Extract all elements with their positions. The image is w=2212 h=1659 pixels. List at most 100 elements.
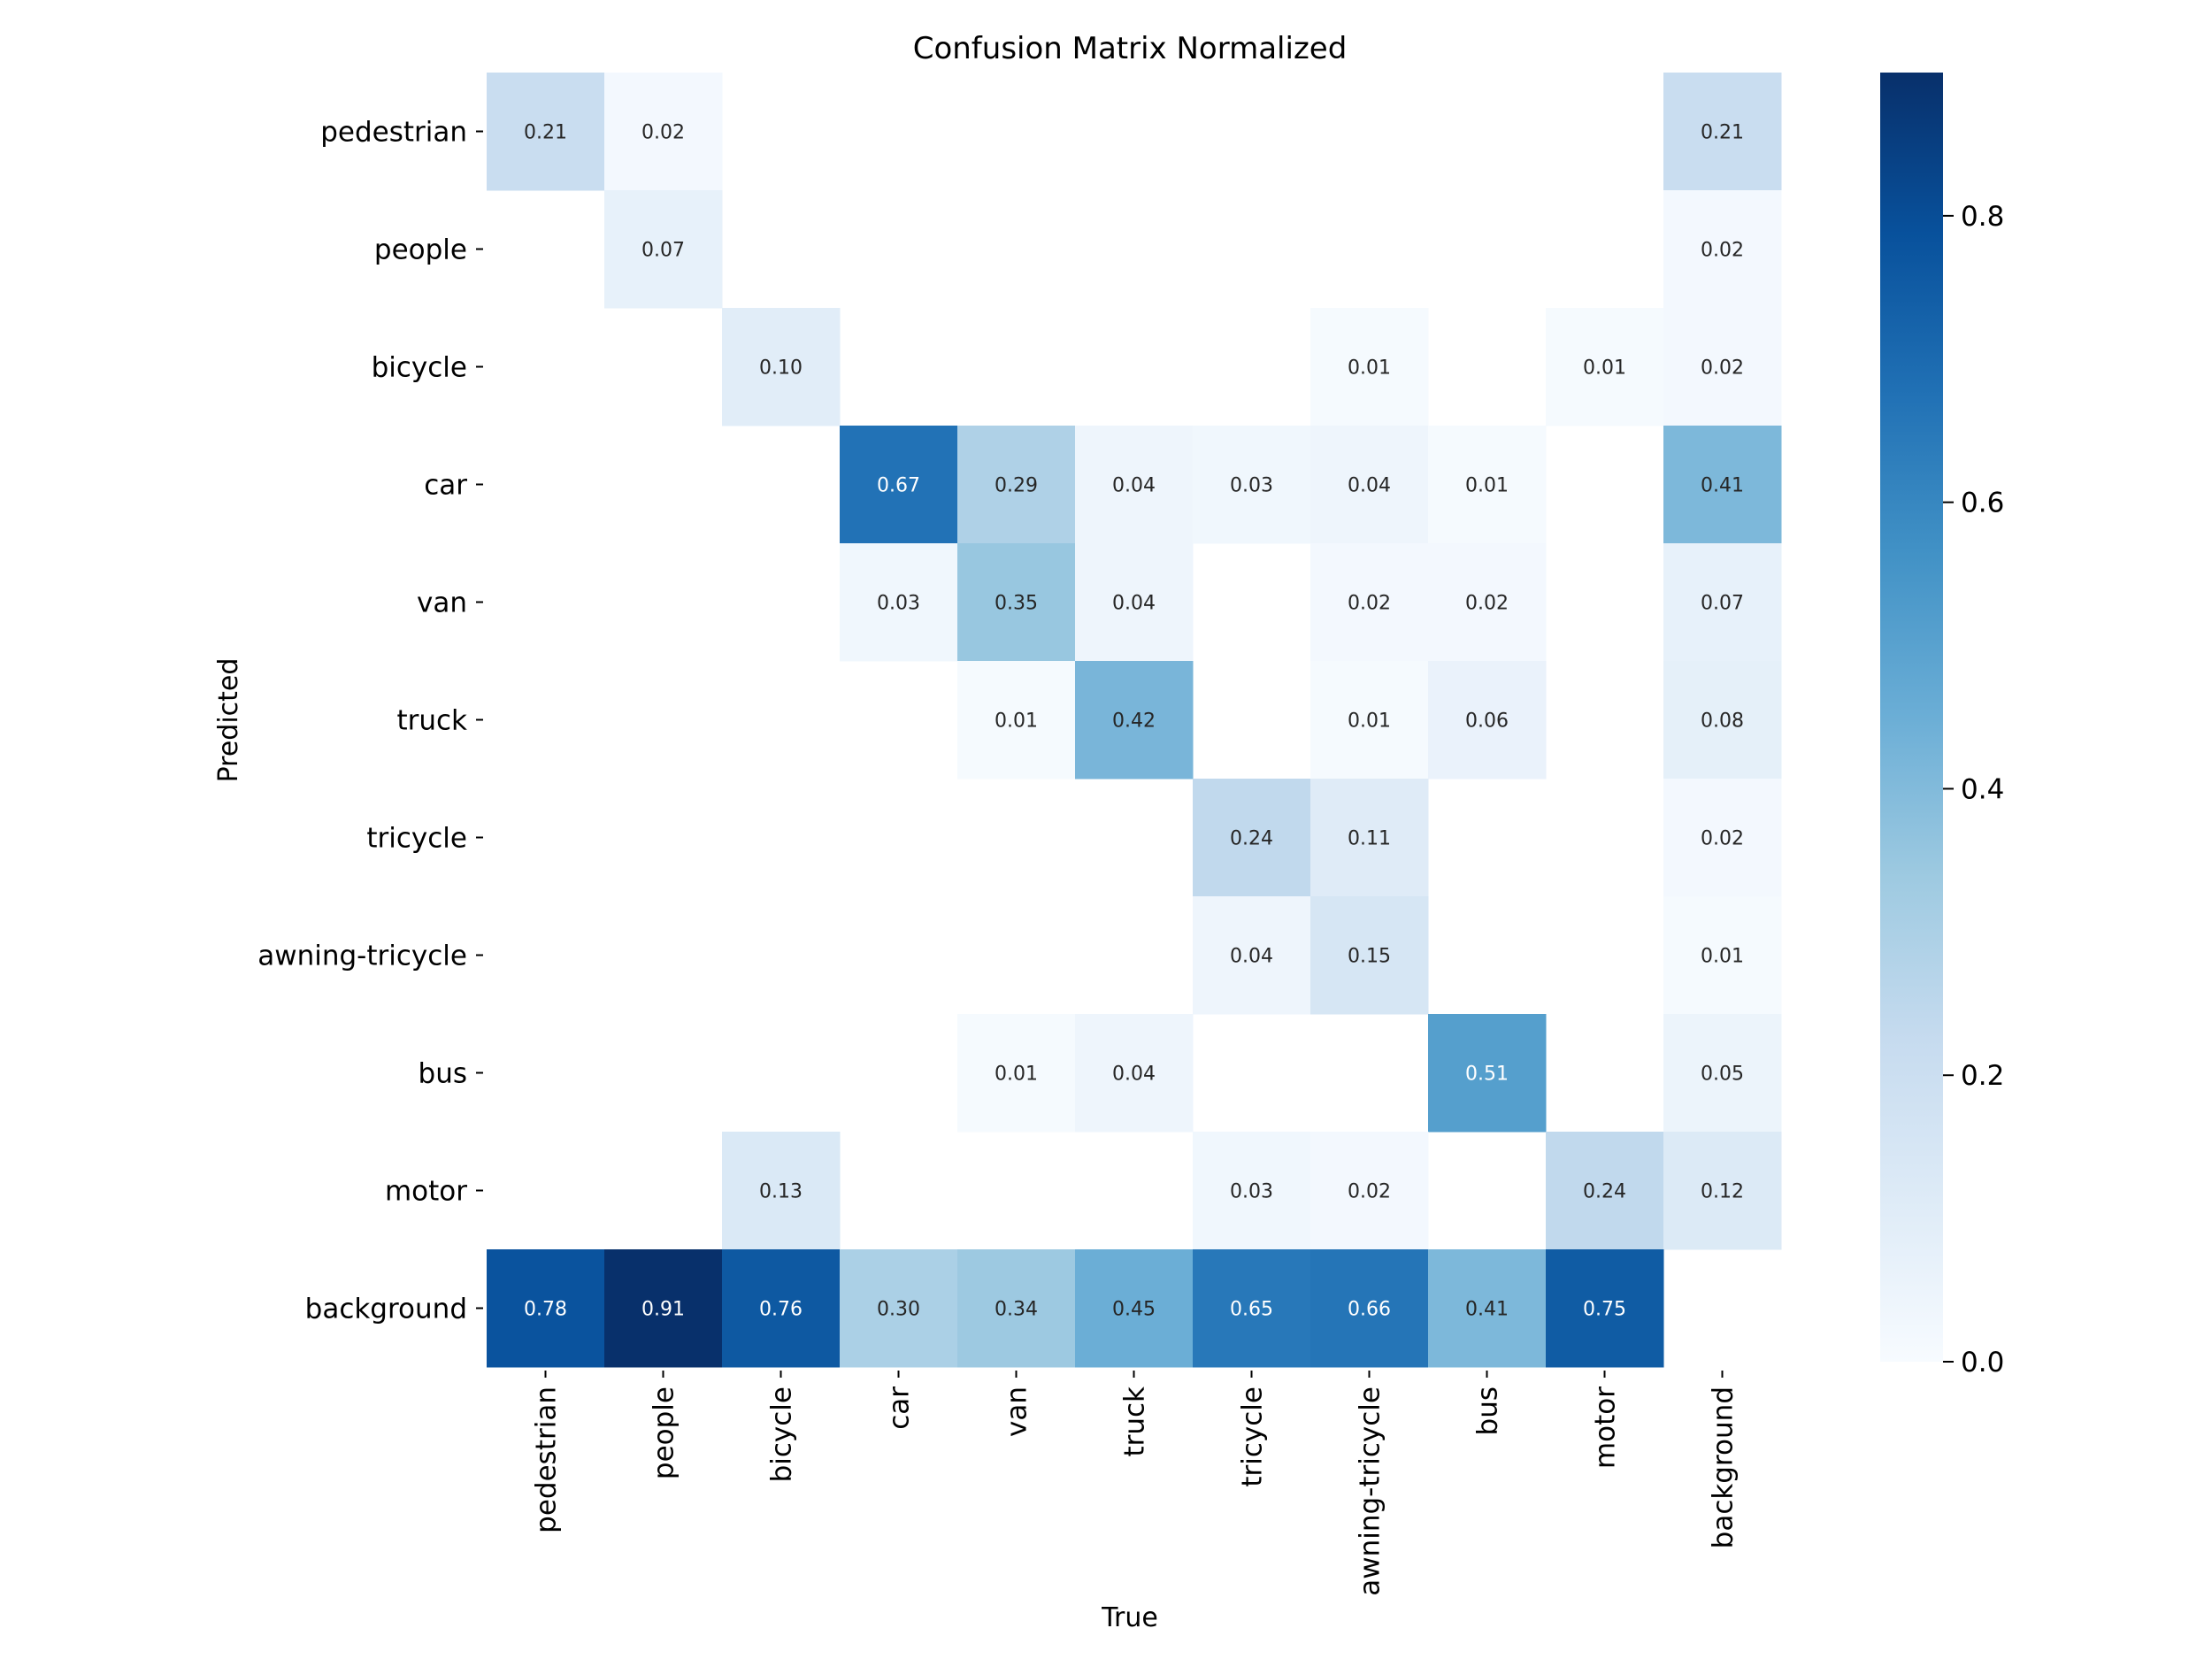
- cell-value-label: 0.29: [995, 475, 1038, 497]
- heatmap-cell: [1193, 896, 1311, 1015]
- cell-value-label: 0.45: [1112, 1299, 1156, 1321]
- cell-value-label: 0.15: [1348, 946, 1391, 968]
- cell-value-labels: 0.21 0.02 0.21 0.07 0.02 0.10 0.01 0.01 0.02 0.67…: [524, 122, 1744, 1321]
- cell-value-label: 0.04: [1112, 475, 1156, 497]
- cell-value-label: 0.02: [1701, 240, 1744, 262]
- x-tick-label: car: [884, 1386, 916, 1430]
- heatmap-cell: [1428, 543, 1547, 662]
- heatmap-cell: [1546, 1249, 1664, 1368]
- heatmap-cell: [1428, 1249, 1547, 1368]
- cell-value-label: 0.01: [995, 710, 1038, 733]
- heatmap-cell: [1428, 661, 1547, 780]
- y-tick-label: motor: [385, 1176, 467, 1208]
- heatmap-cell: [1075, 426, 1194, 544]
- heatmap-cell: [1075, 1014, 1194, 1133]
- heatmap-cell: [840, 543, 958, 662]
- heatmap-cell: [1310, 1249, 1429, 1368]
- cell-value-label: 0.03: [877, 593, 920, 615]
- heatmap-cell: [604, 1249, 723, 1368]
- heatmap-cell: [1075, 1249, 1194, 1368]
- y-tick-label: truck: [396, 705, 467, 737]
- x-tick-label: bicycle: [766, 1386, 798, 1482]
- heatmap-cell: [1310, 426, 1429, 544]
- colorbar-tick-label: 0.4: [1961, 773, 2004, 805]
- heatmap-cell: [1310, 543, 1429, 662]
- heatmap-cell: [957, 661, 1076, 780]
- x-tick-label: van: [1002, 1386, 1033, 1437]
- heatmap-cell: [1663, 73, 1782, 191]
- heatmap-cell: [1075, 543, 1194, 662]
- y-tick-label: bicycle: [372, 352, 467, 384]
- x-tick-label: awning-tricycle: [1355, 1386, 1386, 1596]
- cell-value-label: 0.21: [524, 122, 567, 144]
- cell-value-label: 0.02: [1701, 357, 1744, 380]
- x-tick-label: motor: [1590, 1386, 1622, 1469]
- cell-value-label: 0.04: [1112, 1064, 1156, 1086]
- cell-value-label: 0.02: [641, 122, 685, 144]
- heatmap-cell: [1193, 779, 1311, 897]
- colorbar-tick-label: 0.8: [1961, 201, 2004, 233]
- heatmap-cell: [1310, 661, 1429, 780]
- heatmap-cell: [1663, 426, 1782, 544]
- heatmap-cell: [1663, 190, 1782, 309]
- heatmap-cell: [722, 308, 841, 426]
- cell-value-label: 0.42: [1112, 710, 1156, 733]
- heatmap-cell: [1663, 543, 1782, 662]
- chart-title: Confusion Matrix Normalized: [913, 31, 1348, 66]
- heatmap-cell: [957, 1249, 1076, 1368]
- cell-value-label: 0.75: [1583, 1299, 1626, 1321]
- heatmap-cell: [1546, 308, 1664, 426]
- cell-value-label: 0.35: [995, 593, 1038, 615]
- cell-value-label: 0.24: [1230, 828, 1273, 850]
- cell-value-label: 0.04: [1112, 593, 1156, 615]
- heatmap-cell: [957, 1014, 1076, 1133]
- heatmap-cell: [840, 1249, 958, 1368]
- cell-value-label: 0.78: [524, 1299, 567, 1321]
- x-tick-label: pedestrian: [531, 1386, 563, 1533]
- heatmap-cells: [487, 73, 1782, 1368]
- heatmap-cell: [722, 1132, 841, 1250]
- colorbar-tick-label: 0.2: [1961, 1060, 2004, 1092]
- cell-value-label: 0.02: [1701, 828, 1744, 850]
- cell-value-label: 0.12: [1701, 1181, 1744, 1203]
- heatmap-cell: [1193, 1132, 1311, 1250]
- cell-value-label: 0.24: [1583, 1181, 1626, 1203]
- heatmap-cell: [840, 426, 958, 544]
- cell-value-label: 0.65: [1230, 1299, 1273, 1321]
- cell-value-label: 0.34: [995, 1299, 1038, 1321]
- heatmap-cell: [1428, 1014, 1547, 1133]
- heatmap-cell: [1310, 1132, 1429, 1250]
- cell-value-label: 0.06: [1465, 710, 1509, 733]
- colorbar-ticks: 0.0 0.2 0.4 0.6 0.8: [1943, 201, 2004, 1379]
- heatmap-cell: [1310, 308, 1429, 426]
- y-tick-label: people: [374, 234, 467, 266]
- heatmap-cell: [1193, 1249, 1311, 1368]
- cell-value-label: 0.21: [1701, 122, 1744, 144]
- heatmap-cell: [1546, 1132, 1664, 1250]
- cell-value-label: 0.04: [1230, 946, 1273, 968]
- y-tick-label: pedestrian: [320, 117, 467, 149]
- cell-value-label: 0.91: [641, 1299, 685, 1321]
- cell-value-label: 0.02: [1348, 593, 1391, 615]
- heatmap-cell: [1075, 661, 1194, 780]
- colorbar-tick-label: 0.6: [1961, 488, 2004, 519]
- colorbar: [1880, 73, 1943, 1362]
- cell-value-label: 0.02: [1348, 1181, 1391, 1203]
- heatmap-cell: [1193, 426, 1311, 544]
- heatmap-cell: [1663, 308, 1782, 426]
- cell-value-label: 0.03: [1230, 475, 1273, 497]
- cell-value-label: 0.03: [1230, 1181, 1273, 1203]
- y-tick-label: tricycle: [366, 823, 467, 855]
- cell-value-label: 0.07: [641, 240, 685, 262]
- x-tick-label: truck: [1119, 1386, 1151, 1457]
- x-tick-label: tricycle: [1237, 1386, 1269, 1487]
- cell-value-label: 0.13: [759, 1181, 803, 1203]
- x-axis-label: True: [1101, 1602, 1158, 1633]
- colorbar-tick-label: 0.0: [1961, 1347, 2004, 1379]
- y-axis-label: Predicted: [213, 658, 244, 783]
- cell-value-label: 0.11: [1348, 828, 1391, 850]
- heatmap-cell: [604, 190, 723, 309]
- heatmap-cell: [487, 1249, 605, 1368]
- y-tick-label: background: [305, 1294, 467, 1325]
